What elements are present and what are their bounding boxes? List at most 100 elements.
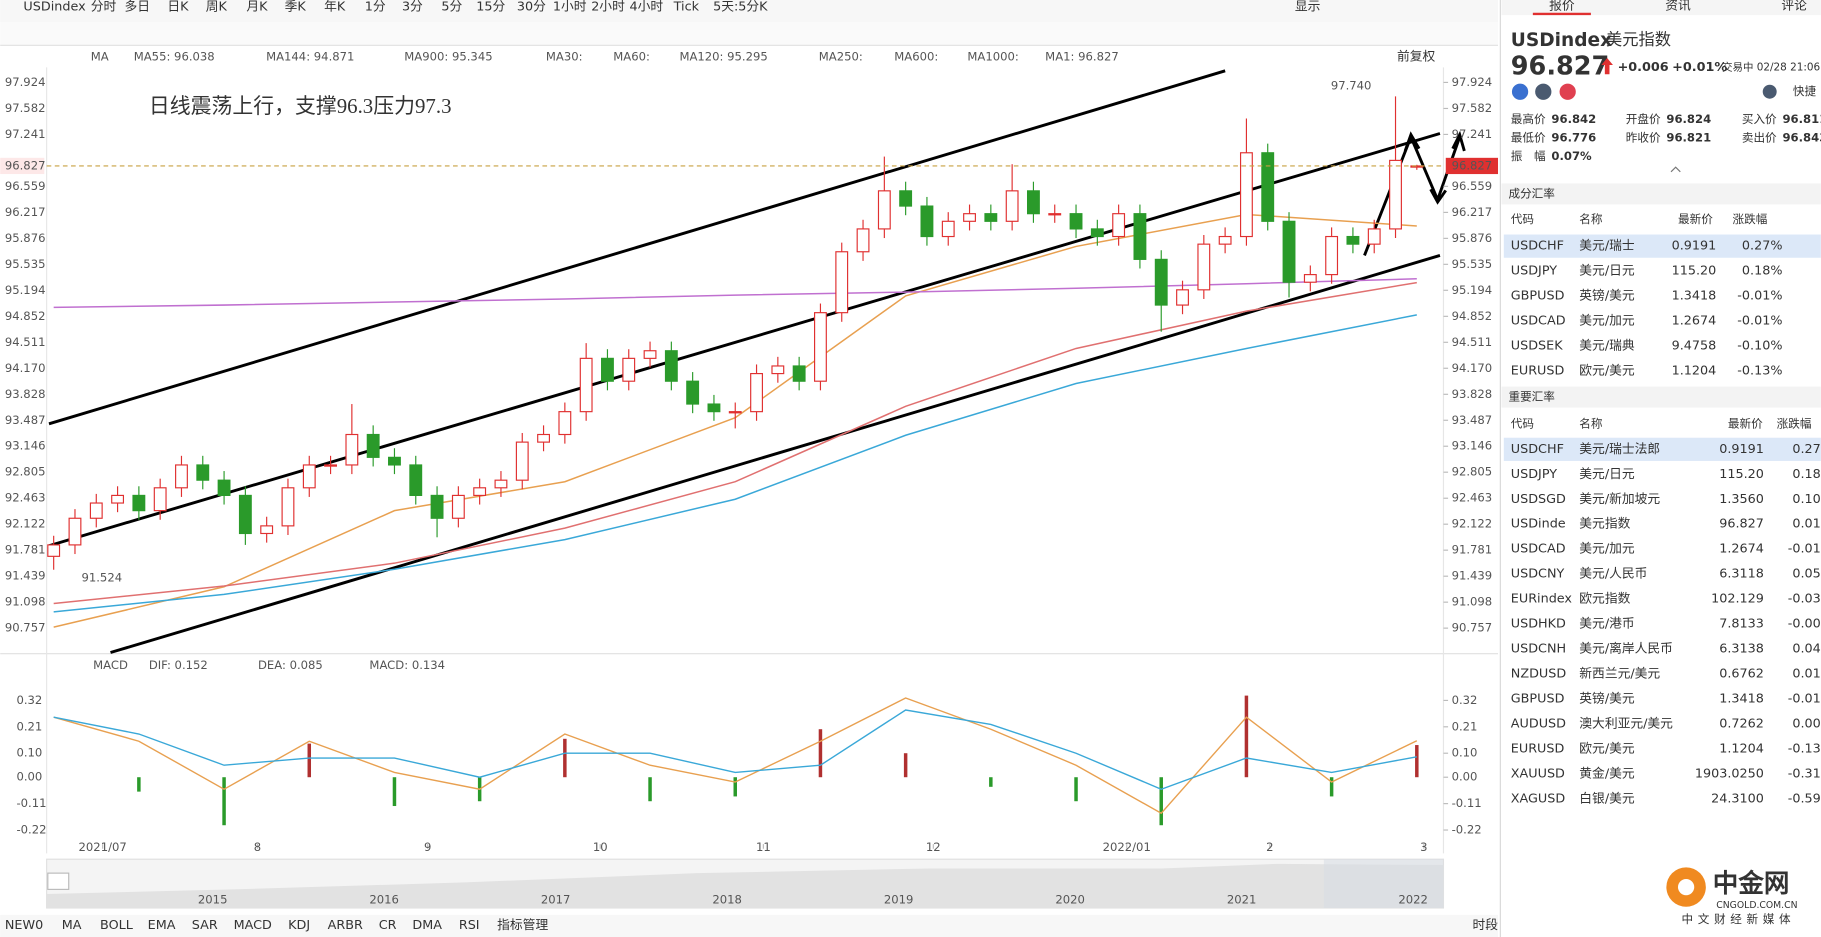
navigator-handle[interactable] — [47, 872, 70, 890]
cell-price[interactable]: 9.4758 — [1672, 339, 1717, 354]
cell-change[interactable]: 0.10 — [1792, 492, 1820, 507]
cell-name[interactable]: 新西兰元/美元 — [1579, 666, 1660, 682]
cell-code[interactable]: USDCAD — [1511, 542, 1566, 557]
panel-tab[interactable]: 资讯 — [1665, 0, 1691, 13]
cell-price[interactable]: 0.9191 — [1672, 239, 1717, 254]
toolbar-item[interactable]: 周K — [206, 0, 228, 14]
toolbar-item[interactable]: 月K — [246, 0, 268, 14]
display-button[interactable]: 显示 — [1295, 0, 1321, 14]
cell-price[interactable]: 1.3418 — [1672, 289, 1717, 304]
indicator-tab[interactable]: MACD — [234, 918, 272, 933]
cell-change[interactable]: 0.05 — [1792, 567, 1820, 582]
share-icon[interactable] — [1559, 83, 1576, 100]
cell-price[interactable]: 24.3100 — [1711, 791, 1764, 806]
cell-price[interactable]: 7.8133 — [1719, 617, 1764, 632]
cell-code[interactable]: USDJPY — [1511, 467, 1557, 482]
indicator-tab[interactable]: SAR — [192, 918, 218, 933]
cell-code[interactable]: EURUSD — [1511, 741, 1565, 756]
cell-change[interactable]: -0.01 — [1788, 691, 1821, 706]
cell-price[interactable]: 115.20 — [1672, 264, 1717, 279]
adjust-button[interactable]: 前复权 — [1397, 48, 1436, 64]
cell-price[interactable]: 1.3560 — [1719, 492, 1764, 507]
cell-name[interactable]: 美元/离岸人民币 — [1579, 641, 1673, 657]
cell-name[interactable]: 美元/人民币 — [1579, 567, 1647, 582]
panel-tab[interactable]: 评论 — [1781, 0, 1807, 13]
cell-change[interactable]: 0.27% — [1742, 239, 1783, 254]
cell-code[interactable]: USDSEK — [1511, 339, 1563, 354]
cell-name[interactable]: 美元/日元 — [1579, 264, 1635, 279]
cell-name[interactable]: 美元/新加坡元 — [1579, 491, 1660, 507]
toolbar-item[interactable]: 5分 — [441, 0, 462, 14]
indicator-tab[interactable]: KDJ — [288, 918, 310, 933]
cell-name[interactable]: 美元/瑞士法郎 — [1579, 442, 1660, 457]
toolbar-item[interactable]: Tick — [673, 0, 700, 14]
toolbar-item[interactable]: 日K — [167, 0, 189, 14]
cell-name[interactable]: 美元/日元 — [1579, 467, 1635, 482]
toolbar-item[interactable]: 季K — [285, 0, 307, 14]
indicator-tab[interactable]: BOLL — [100, 918, 134, 933]
collapse-icon[interactable] — [1670, 166, 1681, 173]
share-icon[interactable] — [1535, 83, 1552, 100]
navigator-window[interactable] — [1323, 859, 1444, 908]
toolbar-item[interactable]: 5天:5分K — [713, 0, 768, 14]
cell-change[interactable]: 0.00 — [1792, 716, 1820, 731]
cell-code[interactable]: EURindex — [1511, 592, 1573, 607]
cell-price[interactable]: 102.129 — [1711, 592, 1764, 607]
cell-price[interactable]: 0.6762 — [1719, 667, 1764, 682]
indicator-tab[interactable]: MA — [62, 918, 82, 933]
cell-price[interactable]: 96.827 — [1719, 517, 1764, 532]
cell-code[interactable]: USDCNY — [1511, 567, 1565, 582]
cell-change[interactable]: -0.01 — [1788, 542, 1821, 557]
cell-change[interactable]: -0.13% — [1737, 363, 1782, 378]
indicator-tab[interactable]: EMA — [148, 918, 176, 933]
indicator-tab[interactable]: RSI — [459, 918, 480, 933]
cell-name[interactable]: 英镑/美元 — [1579, 690, 1635, 706]
cell-name[interactable]: 黄金/美元 — [1579, 765, 1635, 781]
cell-change[interactable]: -0.10% — [1737, 339, 1782, 354]
cell-price[interactable]: 1.3418 — [1719, 691, 1764, 706]
cell-change[interactable]: 0.18 — [1792, 467, 1820, 482]
toolbar-item[interactable]: 多日 — [124, 0, 150, 14]
cell-price[interactable]: 1903.0250 — [1695, 766, 1764, 781]
cell-code[interactable]: USDCAD — [1511, 314, 1566, 329]
indicator-tab[interactable]: CR — [379, 918, 397, 933]
cell-code[interactable]: NZDUSD — [1511, 667, 1567, 682]
toolbar-item[interactable]: USDindex — [23, 0, 86, 14]
toolbar-item[interactable]: 1分 — [365, 0, 386, 14]
cell-code[interactable]: USDJPY — [1511, 264, 1557, 279]
cell-change[interactable]: 0.01 — [1792, 667, 1820, 682]
cell-change[interactable]: -0.13 — [1788, 741, 1821, 756]
toolbar-item[interactable]: 2小时 — [591, 0, 625, 14]
toolbar-item[interactable]: 分时 — [91, 0, 117, 14]
cell-change[interactable]: -0.01% — [1737, 289, 1782, 304]
toolbar-item[interactable]: 3分 — [402, 0, 423, 14]
cell-code[interactable]: XAUUSD — [1511, 766, 1565, 781]
indicator-tab[interactable]: ARBR — [328, 918, 363, 933]
cell-name[interactable]: 美元/加元 — [1579, 542, 1635, 557]
toolbar-item[interactable]: 1小时 — [553, 0, 587, 14]
toolbar-item[interactable]: 年K — [324, 0, 346, 14]
cell-name[interactable]: 美元/瑞典 — [1579, 339, 1635, 354]
cell-code[interactable]: USDinde — [1511, 517, 1566, 532]
cell-price[interactable]: 0.9191 — [1719, 442, 1764, 457]
cell-change[interactable]: 0.18% — [1742, 264, 1783, 279]
cell-code[interactable]: GBPUSD — [1511, 691, 1565, 706]
cell-change[interactable]: -0.01% — [1737, 314, 1782, 329]
cell-code[interactable]: USDSGD — [1511, 492, 1566, 507]
cell-code[interactable]: EURUSD — [1511, 363, 1565, 378]
cell-change[interactable]: -0.00 — [1788, 617, 1821, 632]
cell-price[interactable]: 6.3138 — [1719, 642, 1764, 657]
cell-name[interactable]: 白银/美元 — [1579, 790, 1635, 806]
cell-name[interactable]: 欧元/美元 — [1579, 363, 1635, 378]
cell-name[interactable]: 欧元指数 — [1579, 592, 1630, 607]
cell-price[interactable]: 1.1204 — [1672, 363, 1717, 378]
panel-tab[interactable]: 报价 — [1549, 0, 1575, 13]
cell-price[interactable]: 1.2674 — [1672, 314, 1717, 329]
cell-code[interactable]: AUDUSD — [1511, 716, 1566, 731]
cell-name[interactable]: 英镑/美元 — [1579, 288, 1635, 304]
share-icon[interactable] — [1511, 83, 1529, 100]
alert-icon[interactable] — [1762, 84, 1777, 99]
cell-change[interactable]: -0.59 — [1788, 791, 1821, 806]
cell-code[interactable]: USDCHF — [1511, 442, 1564, 457]
cell-name[interactable]: 澳大利亚元/美元 — [1579, 715, 1673, 731]
